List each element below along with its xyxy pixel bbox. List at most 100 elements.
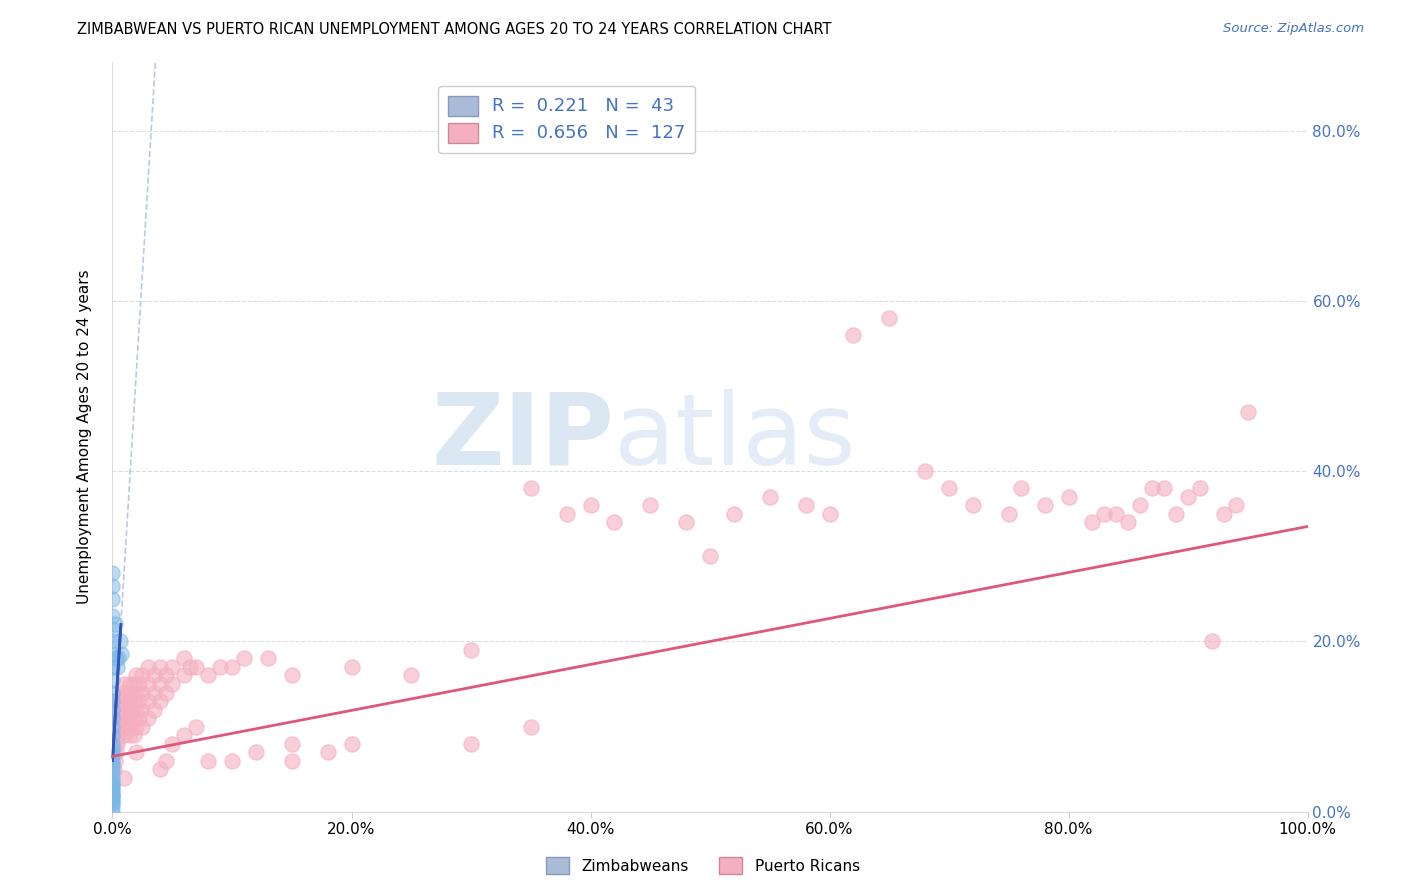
Point <box>1081 515 1104 529</box>
Point <box>120 711 142 725</box>
Point <box>1189 481 1212 495</box>
Point <box>179 660 201 674</box>
Point <box>111 685 134 699</box>
Point <box>281 737 304 751</box>
Point <box>962 498 984 512</box>
Point <box>138 711 160 725</box>
Point <box>120 728 142 742</box>
Point <box>114 771 135 785</box>
Point <box>138 677 160 691</box>
Point <box>101 780 124 795</box>
Point <box>101 660 124 674</box>
Point <box>699 549 721 564</box>
Point <box>125 685 148 699</box>
Point <box>105 711 128 725</box>
Point <box>108 702 131 716</box>
Point <box>794 498 817 512</box>
Point <box>221 754 243 768</box>
Point <box>1057 490 1080 504</box>
Point <box>105 728 128 742</box>
Point <box>998 507 1021 521</box>
Text: ZIP: ZIP <box>432 389 614 485</box>
Point <box>209 660 232 674</box>
Point <box>101 702 124 716</box>
Point <box>115 720 138 734</box>
Point <box>723 507 745 521</box>
Point <box>101 608 124 623</box>
Point <box>122 694 145 708</box>
Point <box>186 660 208 674</box>
Point <box>879 310 901 325</box>
Point <box>143 685 166 699</box>
Point <box>101 795 124 809</box>
Point <box>101 737 124 751</box>
Point <box>101 622 124 636</box>
Point <box>105 745 128 759</box>
Point <box>340 737 363 751</box>
Point <box>555 507 578 521</box>
Point <box>233 651 256 665</box>
Point <box>125 745 148 759</box>
Point <box>1201 634 1223 648</box>
Point <box>101 758 124 772</box>
Point <box>197 754 219 768</box>
Point <box>122 677 145 691</box>
Point <box>118 685 141 699</box>
Point <box>281 754 304 768</box>
Point <box>101 805 124 819</box>
Point <box>186 720 208 734</box>
Point <box>125 702 148 716</box>
Point <box>460 737 482 751</box>
Point <box>101 728 124 742</box>
Point <box>114 711 135 725</box>
Point <box>149 660 172 674</box>
Point <box>1225 498 1247 512</box>
Point <box>105 720 128 734</box>
Point <box>1237 404 1260 418</box>
Point <box>128 694 150 708</box>
Point <box>520 481 543 495</box>
Point <box>103 745 125 759</box>
Point <box>1129 498 1152 512</box>
Point <box>173 668 195 682</box>
Point <box>101 788 124 802</box>
Point <box>257 651 280 665</box>
Point <box>101 789 124 804</box>
Point <box>173 728 195 742</box>
Point <box>675 515 697 529</box>
Point <box>101 775 124 789</box>
Legend: Zimbabweans, Puerto Ricans: Zimbabweans, Puerto Ricans <box>540 851 866 880</box>
Text: atlas: atlas <box>614 389 856 485</box>
Point <box>101 754 124 768</box>
Point <box>1166 507 1188 521</box>
Point <box>114 694 135 708</box>
Point <box>316 745 339 759</box>
Point <box>101 737 124 751</box>
Point <box>162 737 183 751</box>
Point <box>759 490 782 504</box>
Point <box>120 694 142 708</box>
Point <box>105 660 128 674</box>
Point <box>101 771 124 785</box>
Point <box>281 668 304 682</box>
Point <box>101 591 124 606</box>
Point <box>101 685 124 699</box>
Point <box>101 720 124 734</box>
Point <box>128 711 150 725</box>
Point <box>121 685 143 699</box>
Point <box>197 668 219 682</box>
Point <box>579 498 602 512</box>
Point <box>101 711 124 725</box>
Point <box>104 702 127 716</box>
Point <box>162 660 183 674</box>
Point <box>1142 481 1164 495</box>
Point <box>104 737 127 751</box>
Point <box>110 647 132 661</box>
Point <box>107 651 129 665</box>
Point <box>1213 507 1236 521</box>
Point <box>110 711 132 725</box>
Point <box>101 579 124 593</box>
Point <box>149 762 172 776</box>
Point <box>129 702 152 716</box>
Point <box>101 796 124 810</box>
